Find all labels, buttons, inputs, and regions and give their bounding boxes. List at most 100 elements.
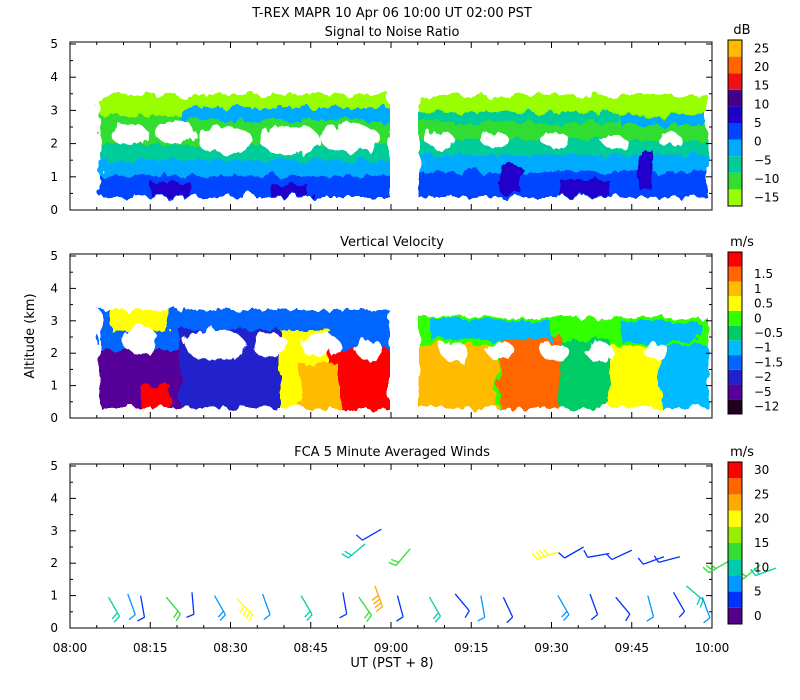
wind-barb-flag xyxy=(561,610,568,618)
snr-field xyxy=(100,95,708,197)
wind-barb-flag xyxy=(653,555,660,563)
colorbar-label: 10 xyxy=(754,560,769,574)
wind-barb-flag xyxy=(432,612,440,620)
winds-colorbar: 0 5 10 15 20 25 30m/s xyxy=(727,445,769,625)
wind-barb xyxy=(653,555,681,564)
snr-gap-patch xyxy=(260,125,320,155)
velocity-gap-patch xyxy=(252,333,288,357)
snr-panel-title: Signal to Noise Ratio xyxy=(325,25,460,40)
y-tick-label: 2 xyxy=(50,346,58,360)
snr-gap-patch xyxy=(541,132,569,148)
wind-barb-flag xyxy=(605,553,613,560)
wind-barb-flag xyxy=(217,610,224,618)
snr-strong-echo xyxy=(500,165,520,193)
winds-y-tick-labels: 0 1 2 3 4 5 xyxy=(50,459,58,635)
wind-barb-flag xyxy=(646,616,654,622)
y-tick-label: 3 xyxy=(50,314,58,328)
snr-strong-echo xyxy=(640,150,652,190)
snr-gap-patch xyxy=(425,132,455,148)
wind-barb-staff xyxy=(191,592,195,615)
figure-title: T-REX MAPR 10 Apr 06 10:00 UT 02:00 PST xyxy=(251,6,532,21)
wind-barb-flag xyxy=(506,616,514,624)
snr-gap-patch xyxy=(320,124,380,152)
y-tick-label: 0 xyxy=(50,411,58,425)
wind-barb-staff xyxy=(647,595,655,618)
snr-band-upper xyxy=(418,112,618,122)
velocity-gap-patch xyxy=(486,341,514,359)
y-tick-label: 3 xyxy=(50,103,58,117)
snr-gap-patch xyxy=(197,126,253,154)
wind-barb-flag xyxy=(696,597,701,606)
wind-barb-staff xyxy=(642,556,665,565)
wind-barb-flag xyxy=(391,558,399,564)
colorbar-swatch xyxy=(728,462,742,479)
colorbar-label: −12 xyxy=(754,400,779,414)
wind-barb-flag xyxy=(111,612,119,620)
colorbar-label: 0 xyxy=(754,311,762,325)
wind-barb-flag xyxy=(590,614,598,621)
wind-barb-flag xyxy=(750,568,757,576)
wind-barb-flag xyxy=(355,534,363,541)
colorbar-label: 1.5 xyxy=(754,267,773,281)
y-tick-label: 2 xyxy=(50,556,58,570)
colorbar-swatch xyxy=(728,510,742,527)
snr-y-tick-labels: 0 1 2 3 4 5 xyxy=(50,37,58,217)
velocity-patch xyxy=(620,322,700,342)
wind-barb-flag xyxy=(558,552,565,559)
snr-gap-patch xyxy=(603,135,627,149)
colorbar-swatch xyxy=(728,543,742,560)
colorbar-swatch xyxy=(728,310,742,326)
colorbar-swatch xyxy=(728,526,742,543)
wind-barb-staff xyxy=(701,596,711,619)
wind-barb-flag xyxy=(304,610,311,618)
winds-axes-box xyxy=(69,463,713,629)
wind-barb-flag xyxy=(753,567,760,575)
snr-strong-echo xyxy=(150,182,190,196)
colorbar-frame xyxy=(727,39,743,207)
colorbar-label: 25 xyxy=(754,487,769,501)
wind-barb-flag xyxy=(137,616,145,622)
y-tick-label: 0 xyxy=(50,621,58,635)
wind-barb-flag xyxy=(637,557,644,565)
colorbar-label: 0.5 xyxy=(754,297,773,311)
colorbar-swatch xyxy=(728,575,742,592)
x-tick-label: 09:30 xyxy=(534,641,569,655)
wind-barb xyxy=(428,596,442,623)
wind-barb-flag xyxy=(542,548,549,556)
wind-barb xyxy=(589,593,599,621)
wind-barb xyxy=(605,549,633,561)
velocity-patch xyxy=(660,345,708,408)
velocity-gap-patch xyxy=(185,329,245,361)
colorbar-label: 10 xyxy=(754,97,769,111)
wind-barb-flag xyxy=(248,614,254,622)
wind-barb-flag xyxy=(173,610,179,619)
colorbar-swatch xyxy=(728,369,742,385)
wind-barb-flag xyxy=(699,599,704,608)
colorbar-label: 5 xyxy=(754,116,762,130)
colorbar-swatch xyxy=(728,591,742,608)
colorbar-unit: m/s xyxy=(730,235,754,250)
colorbar-label: −0.5 xyxy=(754,326,783,340)
velocity-patch xyxy=(140,385,170,408)
velocity-gap-patch xyxy=(122,326,158,354)
wind-barb xyxy=(355,528,382,541)
wind-barb-flag xyxy=(113,615,121,623)
colorbar-swatch xyxy=(728,478,742,495)
wind-barb-flag xyxy=(219,614,226,622)
winds-axis-ticks xyxy=(69,464,713,629)
x-tick-labels: 08:00 08:15 08:30 08:45 09:00 09:15 09:30 09:45… xyxy=(53,641,730,655)
colorbar-label: 0 xyxy=(754,135,762,149)
colorbar-swatch xyxy=(728,106,742,123)
wind-barb-staff xyxy=(361,528,382,541)
wind-barb xyxy=(750,567,777,577)
colorbar-swatch xyxy=(728,281,742,297)
velocity-gap-patch xyxy=(441,343,469,361)
y-tick-label: 4 xyxy=(50,70,58,84)
y-tick-label: 5 xyxy=(50,459,58,473)
wind-barb-flag xyxy=(344,550,352,556)
wind-barb xyxy=(396,595,404,622)
snr-band-upper xyxy=(620,116,708,126)
wind-barb xyxy=(454,593,470,618)
colorbar-swatch xyxy=(728,73,742,90)
colorbar-swatch xyxy=(728,139,742,157)
